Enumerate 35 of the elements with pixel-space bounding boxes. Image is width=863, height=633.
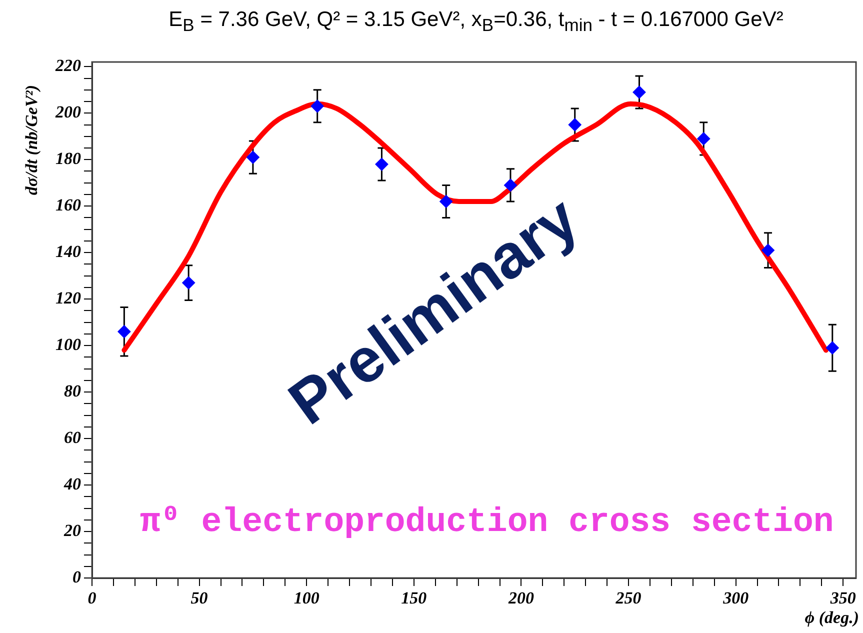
y-tick-label: 100 [56, 334, 82, 354]
y-tick-label: 180 [56, 149, 82, 168]
point [182, 276, 196, 290]
point [762, 244, 775, 257]
point [310, 100, 324, 113]
y-tick-label: 60 [64, 428, 82, 447]
x-tick-label: 0 [88, 588, 97, 608]
x-tick-label: 200 [507, 588, 534, 608]
x-tick-label: 300 [722, 588, 750, 608]
point [697, 132, 710, 146]
y-tick-label: 160 [56, 196, 82, 214]
point [375, 158, 388, 171]
chart-title: E$_{B}$ = 7.36 GeV, Q² = 3.15 GeV², x$_{B}$=0.36, t$_{min}$ - t = 0.167000 GeV² [168, 8, 784, 36]
point [118, 325, 131, 338]
point [632, 86, 646, 99]
x-tick-label: 250 [614, 588, 642, 608]
y-tick-label: 120 [56, 288, 82, 308]
annotation: π⁰ electroproduction cross section [140, 503, 834, 542]
y-tick-label: 0 [72, 567, 82, 586]
y-tick-label: 20 [63, 520, 82, 540]
y-axis-title: dσ/dt (nb/GeV²) [22, 84, 42, 196]
x-tick-label: 50 [190, 588, 208, 608]
y-tick-label: 200 [54, 102, 82, 122]
x-tick-label: 350 [829, 588, 856, 608]
point [826, 341, 839, 354]
x-tick-label: 100 [294, 588, 320, 608]
y-tick-label: 80 [64, 381, 82, 400]
point [568, 118, 582, 132]
x-axis-title: ϕ (deg.) [804, 608, 859, 628]
y-tick-label: 40 [63, 474, 82, 494]
point [246, 150, 260, 164]
x-tick-label: 150 [401, 588, 428, 608]
y-tick-label: 140 [56, 242, 82, 261]
y-tick-label: 220 [54, 56, 82, 76]
point [504, 178, 517, 192]
